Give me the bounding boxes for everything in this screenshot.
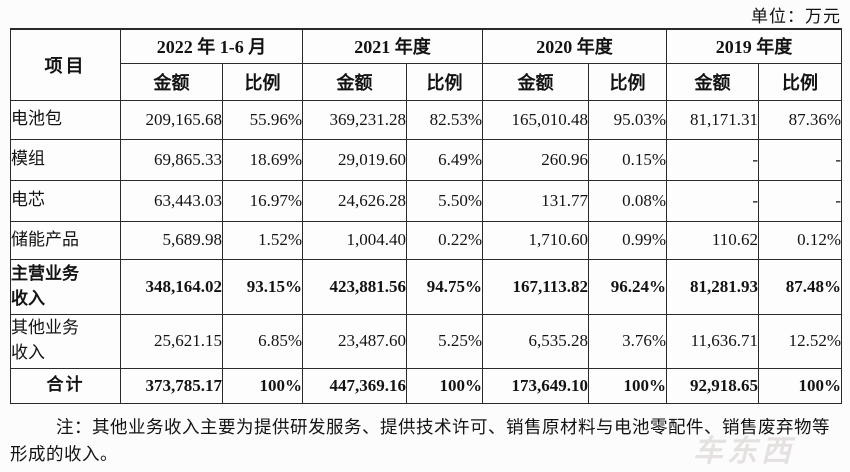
cell-value: 55.96% <box>222 99 303 140</box>
subheader-ratio-2019: 比例 <box>758 62 842 101</box>
subheader-ratio-2020: 比例 <box>588 62 667 101</box>
column-header-period-2020: 2020 年度 <box>482 28 667 64</box>
table-row: 储能产品 5,689.98 1.52% 1,004.40 0.22% 1,710… <box>10 220 842 260</box>
cell-value: 173,649.10 <box>482 367 589 404</box>
table-row: 合计 373,785.17 100% 447,369.16 100% 173,6… <box>10 367 842 404</box>
unit-label: 单位：万元 <box>751 7 841 26</box>
cell-value: 81,281.93 <box>666 258 759 315</box>
cell-value: 12.52% <box>758 313 842 369</box>
column-header-period-2021: 2021 年度 <box>302 28 483 64</box>
cell-value: 209,165.68 <box>120 99 223 140</box>
cell-value: 1.52% <box>222 220 303 260</box>
subheader-ratio-2022: 比例 <box>222 62 303 101</box>
cell-value: 87.48% <box>758 258 842 315</box>
cell-value: 16.97% <box>222 179 303 222</box>
cell-value: 373,785.17 <box>120 367 223 404</box>
table-row: 电池包 209,165.68 55.96% 369,231.28 82.53% … <box>10 99 842 140</box>
table-row: 主营业务 收入 348,164.02 93.15% 423,881.56 94.… <box>10 258 842 315</box>
cell-value: 0.99% <box>588 220 667 260</box>
cell-value: 94.75% <box>406 258 483 315</box>
table-row: 其他业务 收入 25,621.15 6.85% 23,487.60 5.25% … <box>10 313 842 369</box>
subheader-amount-2019: 金额 <box>666 62 759 101</box>
cell-value: 6.85% <box>222 313 303 369</box>
cell-value: 95.03% <box>588 99 667 140</box>
cell-value: 25,621.15 <box>120 313 223 369</box>
cell-value: 93.15% <box>222 258 303 315</box>
cell-value: 423,881.56 <box>302 258 407 315</box>
cell-value: 167,113.82 <box>482 258 589 315</box>
revenue-table: 项目 2022 年 1-6 月 2021 年度 2020 年度 2019 年度 … <box>10 28 842 404</box>
cell-value: 348,164.02 <box>120 258 223 315</box>
cell-value: 5.50% <box>406 179 483 222</box>
cell-value: 11,636.71 <box>666 313 759 369</box>
cell-value: - <box>666 138 759 181</box>
cell-value: 3.76% <box>588 313 667 369</box>
footnote: 注：其他业务收入主要为提供研发服务、提供技术许可、销售原材料与电池零配件、销售废… <box>10 417 830 464</box>
cell-value: 5,689.98 <box>120 220 223 260</box>
cell-value: 131.77 <box>482 179 589 222</box>
cell-value: 260.96 <box>482 138 589 181</box>
cell-value: 6.49% <box>406 138 483 181</box>
row-label-main-business-revenue: 主营业务 收入 <box>10 258 121 315</box>
column-header-period-2022: 2022 年 1-6 月 <box>120 28 303 64</box>
cell-value: 0.12% <box>758 220 842 260</box>
cell-value: 100% <box>758 367 842 404</box>
cell-value: - <box>758 179 842 222</box>
cell-value: 87.36% <box>758 99 842 140</box>
cell-value: 1,004.40 <box>302 220 407 260</box>
cell-value: 23,487.60 <box>302 313 407 369</box>
row-label-total: 合计 <box>10 367 121 404</box>
row-label-battery-pack: 电池包 <box>10 99 121 140</box>
cell-value: 63,443.03 <box>120 179 223 222</box>
row-label-other-business-revenue: 其他业务 收入 <box>10 313 121 369</box>
cell-value: 96.24% <box>588 258 667 315</box>
table-row: 模组 69,865.33 18.69% 29,019.60 6.49% 260.… <box>10 138 842 181</box>
cell-value: 92,918.65 <box>666 367 759 404</box>
cell-value: 29,019.60 <box>302 138 407 181</box>
row-label-energy-storage: 储能产品 <box>10 220 121 260</box>
subheader-amount-2021: 金额 <box>302 62 407 101</box>
cell-value: 1,710.60 <box>482 220 589 260</box>
subheader-amount-2020: 金额 <box>482 62 589 101</box>
cell-value: 100% <box>588 367 667 404</box>
cell-value: 110.62 <box>666 220 759 260</box>
table-row: 电芯 63,443.03 16.97% 24,626.28 5.50% 131.… <box>10 179 842 222</box>
column-header-period-2019: 2019 年度 <box>666 28 842 64</box>
cell-value: 100% <box>222 367 303 404</box>
cell-value: 0.15% <box>588 138 667 181</box>
cell-value: 165,010.48 <box>482 99 589 140</box>
cell-value: 100% <box>406 367 483 404</box>
cell-value: 81,171.31 <box>666 99 759 140</box>
cell-value: 5.25% <box>406 313 483 369</box>
cell-value: 369,231.28 <box>302 99 407 140</box>
cell-value: 24,626.28 <box>302 179 407 222</box>
cell-value: 82.53% <box>406 99 483 140</box>
subheader-ratio-2021: 比例 <box>406 62 483 101</box>
row-label-cell: 电芯 <box>10 179 121 222</box>
subheader-amount-2022: 金额 <box>120 62 223 101</box>
cell-value: 447,369.16 <box>302 367 407 404</box>
cell-value: 0.08% <box>588 179 667 222</box>
cell-value: 0.22% <box>406 220 483 260</box>
cell-value: - <box>666 179 759 222</box>
column-header-item: 项目 <box>10 28 121 101</box>
cell-value: - <box>758 138 842 181</box>
cell-value: 6,535.28 <box>482 313 589 369</box>
cell-value: 69,865.33 <box>120 138 223 181</box>
cell-value: 18.69% <box>222 138 303 181</box>
row-label-module: 模组 <box>10 138 121 181</box>
